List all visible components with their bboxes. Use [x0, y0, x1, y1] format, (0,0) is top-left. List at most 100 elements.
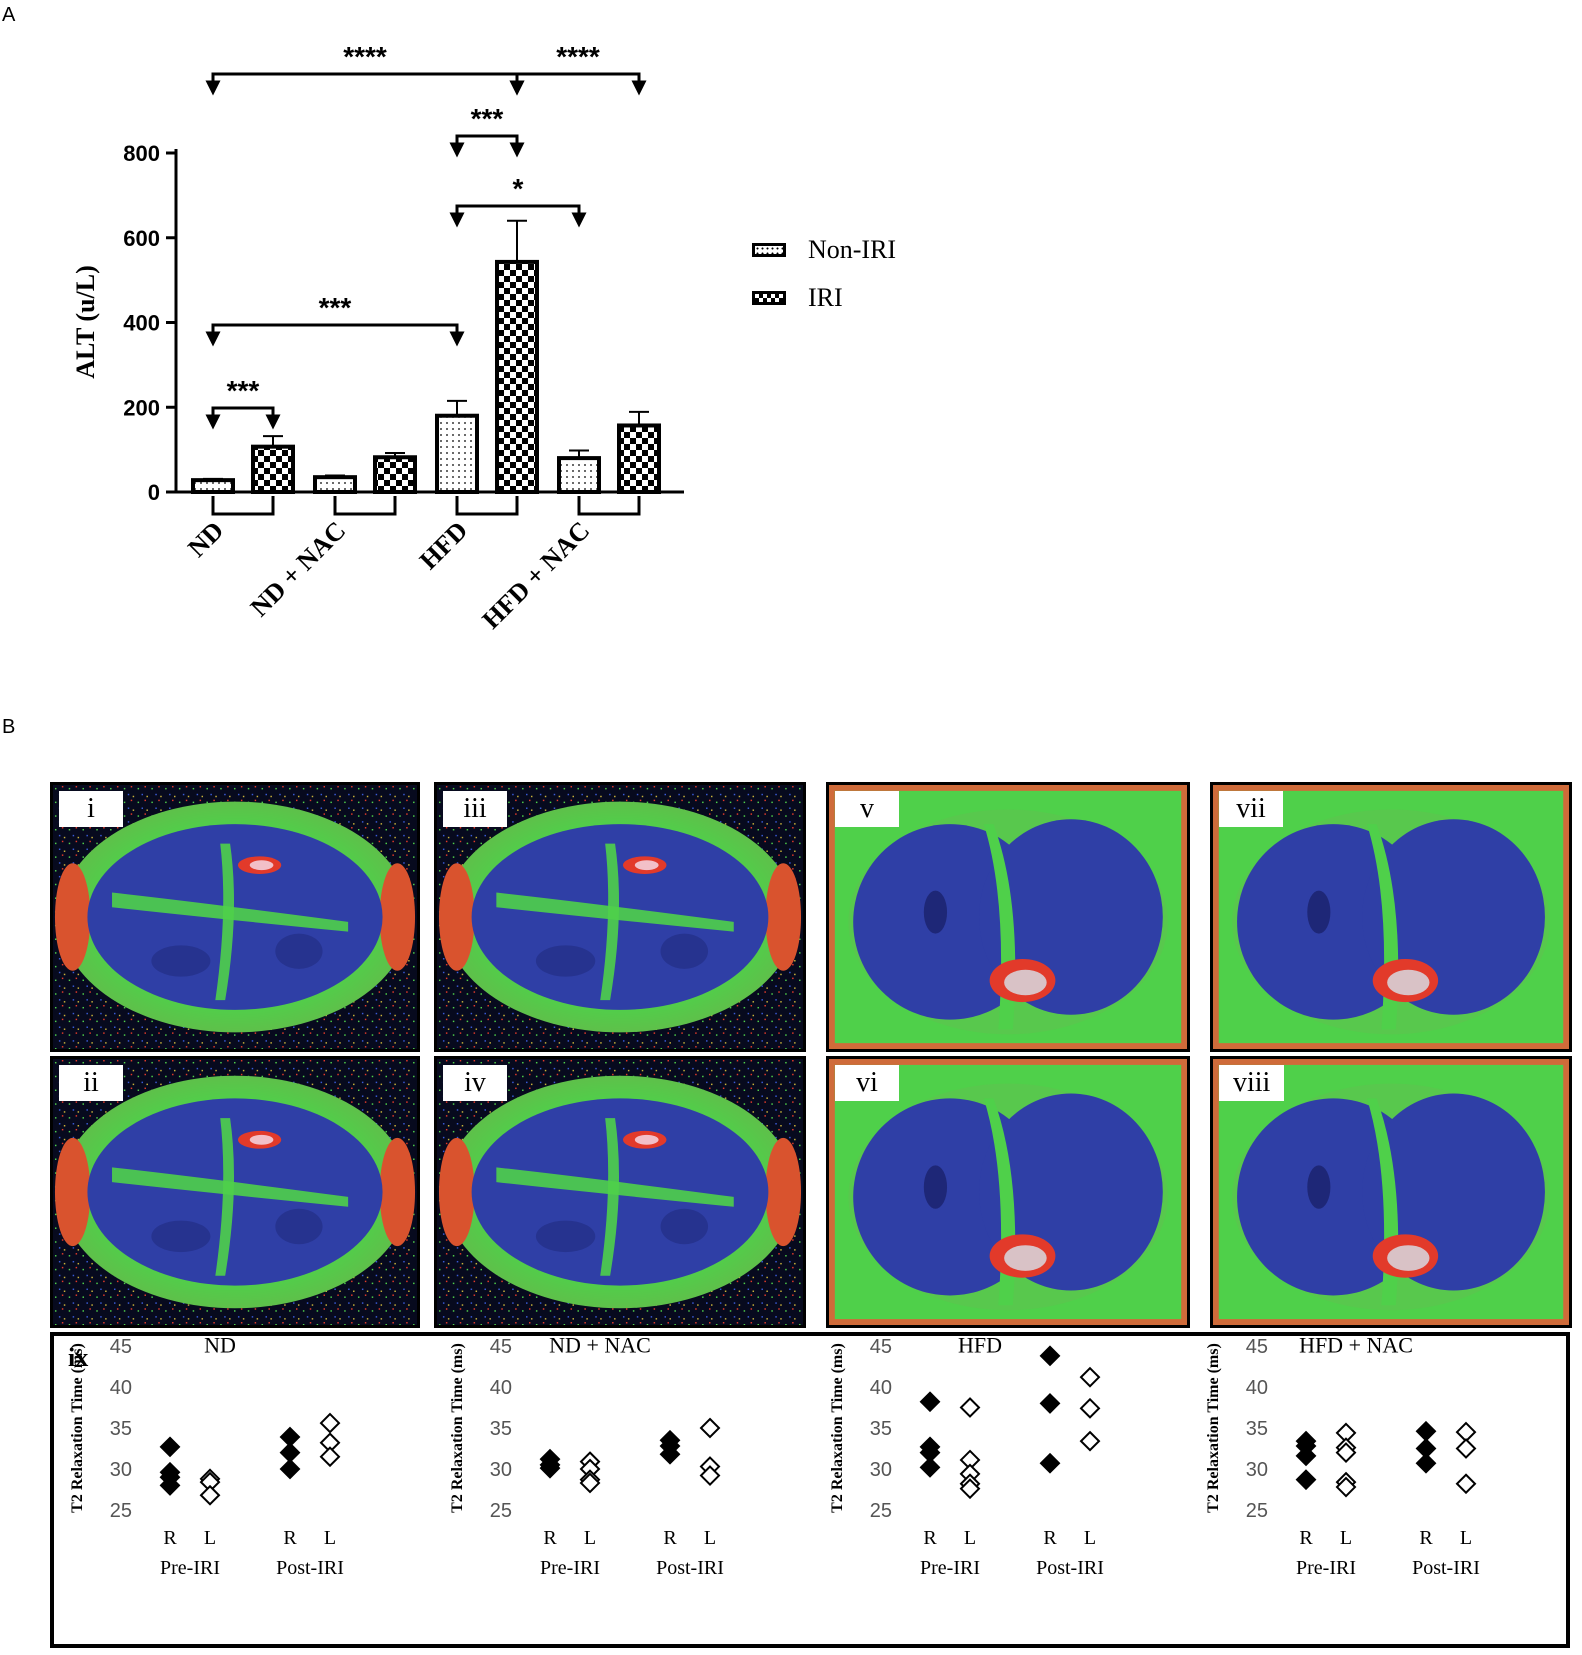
significance-bracket [449, 134, 525, 158]
data-point-open [1455, 1438, 1477, 1459]
mri-image-iv: iv [434, 1056, 806, 1328]
scatter-area: 25 30 35 40 45 T2 Relaxation Time (ms) HFD + N… [1205, 1336, 1480, 1579]
plot-title: HFD [958, 1336, 1002, 1358]
y-tick-label: 40 [110, 1377, 132, 1399]
legend-label: Non-IRI [808, 235, 897, 264]
legend-swatch-dots [752, 243, 786, 257]
mri-image-iii: iii [434, 782, 806, 1052]
mri-image-vi: vi [826, 1056, 1190, 1328]
category-label: HFD [414, 516, 473, 575]
data-point-filled [539, 1457, 561, 1479]
data-point-filled [1415, 1452, 1437, 1474]
legend: Non-IRI IRI [752, 226, 896, 322]
data-point-open [699, 1465, 721, 1486]
bar-non-iri [191, 478, 235, 495]
legend-item-non-iri: Non-IRI [752, 226, 896, 274]
y-axis-title: ALT (u/L) [71, 265, 100, 378]
y-tick-label: 25 [1246, 1500, 1268, 1522]
t2-scatter-nd-nac: 25 30 35 40 45 T2 Relaxation Time (ms) ND + NA… [449, 1336, 724, 1579]
data-point-open [1335, 1476, 1357, 1498]
data-point-filled [159, 1474, 181, 1496]
y-axis-title: T2 Relaxation Time (ms) [829, 1343, 846, 1513]
bar-non-iri [435, 413, 479, 495]
significance-bracket [205, 406, 281, 430]
data-point-filled [659, 1443, 681, 1465]
significance-bracket [509, 72, 647, 96]
bar-iri [495, 259, 539, 494]
mri-image-vii: vii [1210, 782, 1572, 1052]
mri-image-viii: viii [1210, 1056, 1572, 1328]
mri-label: iv [443, 1065, 507, 1101]
y-axis-title: T2 Relaxation Time (ms) [449, 1343, 466, 1513]
group-label: Pre-IRI [1296, 1557, 1356, 1579]
mri-label: iii [443, 791, 507, 827]
data-point-open [579, 1472, 601, 1494]
significance-bracket [205, 72, 525, 96]
group-bracket [455, 496, 519, 516]
y-tick-label: 40 [870, 1377, 892, 1399]
group-label: Pre-IRI [920, 1557, 980, 1579]
data-point-open [1079, 1430, 1101, 1452]
x-tick-label: R [283, 1527, 297, 1549]
significance-label: *** [319, 292, 352, 323]
bar-non-iri [313, 475, 357, 495]
t2-scatter-hfd: 25 30 35 40 45 T2 Relaxation Time (ms) HFD R L R L… [829, 1336, 1104, 1579]
bar-non-iri [557, 456, 601, 495]
y-tick-label: 35 [870, 1418, 892, 1440]
bar-iri [251, 444, 295, 495]
significance-label: *** [471, 103, 504, 134]
x-tick-label: R [1043, 1527, 1057, 1549]
panel-b-label: B [2, 716, 16, 738]
category-label: ND [182, 516, 229, 563]
y-tick-label: 35 [110, 1418, 132, 1440]
data-point-open [319, 1412, 341, 1434]
y-tick-label: 30 [110, 1459, 132, 1481]
x-tick-label: R [163, 1527, 177, 1549]
x-tick-label: L [1340, 1527, 1352, 1549]
data-point-filled [159, 1436, 181, 1458]
data-point-open [319, 1446, 341, 1468]
data-point-filled [1295, 1469, 1317, 1491]
plot-title: ND [204, 1336, 236, 1358]
data-point-filled [1039, 1345, 1061, 1367]
category-label: ND + NAC [245, 516, 352, 623]
group-bracket [211, 496, 275, 516]
x-tick-label: R [923, 1527, 937, 1549]
y-tick-label: 40 [1246, 1377, 1268, 1399]
category-label: HFD + NAC [476, 516, 595, 635]
group-label: Post-IRI [1036, 1557, 1104, 1579]
scatter-area: 25 30 35 40 45 T2 Relaxation Time (ms) ND + NA… [449, 1336, 724, 1579]
scatter-area: 25 30 35 40 45 T2 Relaxation Time (ms) HFD R L R L… [829, 1336, 1104, 1579]
y-tick-label: 45 [870, 1336, 892, 1358]
x-tick-label: L [584, 1527, 596, 1549]
y-tick-label: 30 [870, 1459, 892, 1481]
y-tick-label: 30 [1246, 1459, 1268, 1481]
mri-label: viii [1219, 1065, 1285, 1101]
data-point-open [1335, 1442, 1357, 1464]
data-point-filled [1415, 1420, 1437, 1442]
mri-image-ii: ii [50, 1056, 420, 1328]
data-point-open [699, 1417, 721, 1439]
group-bracket [577, 496, 641, 516]
y-tick-label: 600 [123, 226, 160, 251]
x-tick-label: L [704, 1527, 716, 1549]
y-tick-label: 25 [870, 1500, 892, 1522]
bar-iri [373, 455, 417, 495]
alt-bar-chart: 0 200 400 600 800 ALT (u/L) ND ND + NAC HFD HFD +… [71, 41, 684, 635]
x-tick-label: R [1299, 1527, 1313, 1549]
legend-swatch-checker [752, 291, 786, 305]
y-tick-label: 400 [123, 311, 160, 336]
bar-iri [617, 423, 661, 494]
y-tick-label: 45 [490, 1336, 512, 1358]
t2-scatter-panel [50, 1332, 1570, 1648]
y-tick-label: 0 [148, 480, 160, 505]
x-tick-label: L [1084, 1527, 1096, 1549]
group-label: Post-IRI [656, 1557, 724, 1579]
y-tick-label: 25 [490, 1500, 512, 1522]
data-point-open [1079, 1397, 1101, 1419]
y-tick-label: 35 [1246, 1418, 1268, 1440]
significance-label: **** [343, 41, 387, 72]
mri-label: v [835, 791, 899, 827]
